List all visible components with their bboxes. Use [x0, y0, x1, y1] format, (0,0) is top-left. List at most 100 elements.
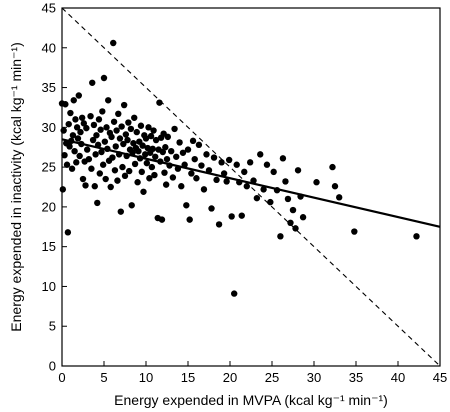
- data-point: [119, 163, 126, 171]
- data-point: [80, 120, 88, 127]
- data-point: [101, 138, 109, 145]
- data-point: [225, 156, 233, 164]
- data-point: [98, 148, 105, 156]
- x-tick-label: 25: [265, 370, 279, 385]
- y-tick-label: 25: [42, 160, 56, 175]
- data-point: [61, 151, 68, 159]
- data-point: [75, 92, 83, 99]
- data-point: [176, 139, 183, 146]
- data-point: [253, 194, 261, 202]
- data-point: [111, 167, 119, 174]
- data-point: [126, 167, 133, 175]
- data-point: [178, 183, 185, 190]
- data-point: [120, 140, 127, 148]
- data-point: [143, 159, 151, 167]
- data-point: [118, 123, 125, 130]
- data-point: [223, 178, 230, 185]
- data-point: [294, 167, 302, 174]
- data-point: [198, 162, 205, 169]
- plot-area: [58, 7, 441, 367]
- y-tick-label: 35: [42, 80, 56, 95]
- data-point: [72, 116, 79, 123]
- y-tick-label: 0: [49, 359, 56, 374]
- data-point: [125, 119, 132, 126]
- data-point: [127, 125, 135, 133]
- data-point: [156, 99, 163, 106]
- data-point: [220, 170, 228, 177]
- data-point: [113, 127, 120, 134]
- data-point: [78, 114, 86, 121]
- data-point: [208, 205, 215, 212]
- data-point: [284, 195, 292, 203]
- data-point: [99, 161, 107, 168]
- data-point: [88, 165, 95, 172]
- data-point: [200, 186, 208, 193]
- data-point: [110, 118, 118, 125]
- data-point: [267, 198, 274, 206]
- data-point: [260, 186, 267, 193]
- x-tick-label: 15: [181, 370, 195, 385]
- data-point: [146, 175, 153, 182]
- data-point: [151, 171, 158, 179]
- data-point: [238, 212, 245, 219]
- data-point: [162, 144, 169, 151]
- data-point: [74, 135, 82, 142]
- data-point: [70, 97, 77, 104]
- data-point: [241, 168, 248, 176]
- regression-line: [61, 138, 441, 228]
- data-point: [64, 229, 72, 236]
- y-tick-label: 20: [42, 199, 56, 214]
- data-point: [99, 108, 106, 115]
- data-point: [76, 152, 83, 160]
- data-point: [169, 174, 177, 181]
- data-point: [329, 163, 336, 171]
- data-point: [162, 181, 170, 188]
- data-point: [289, 206, 297, 214]
- data-point: [141, 151, 149, 158]
- data-point: [66, 143, 73, 150]
- data-point: [115, 110, 122, 118]
- data-point: [139, 142, 146, 149]
- data-point: [85, 155, 93, 163]
- data-point: [331, 183, 339, 190]
- data-points-layer: [58, 39, 420, 297]
- data-point: [292, 225, 299, 232]
- data-point: [189, 137, 197, 145]
- data-point: [171, 125, 178, 133]
- data-point: [313, 179, 320, 186]
- data-point: [279, 155, 287, 162]
- data-point: [120, 101, 128, 109]
- x-tick-label: 0: [58, 370, 65, 385]
- data-point: [173, 153, 180, 160]
- data-point: [73, 159, 80, 166]
- data-point: [68, 165, 76, 172]
- x-axis-label: Energy expended in MVPA (kcal kg⁻¹ min⁻¹…: [114, 392, 388, 408]
- data-point: [135, 148, 142, 155]
- data-point: [131, 114, 138, 121]
- data-point: [195, 141, 203, 149]
- data-point: [77, 128, 84, 136]
- y-tick-label: 5: [49, 319, 56, 334]
- data-point: [186, 216, 193, 223]
- data-point: [231, 290, 238, 297]
- data-point: [116, 135, 124, 142]
- data-point: [96, 170, 104, 177]
- y-axis-label: Energy expended in inactivity (kcal kg⁻¹…: [8, 42, 24, 331]
- data-point: [103, 124, 110, 131]
- data-point: [117, 208, 125, 215]
- x-tick-label: 10: [139, 370, 153, 385]
- data-point: [257, 151, 264, 158]
- data-point: [233, 161, 240, 168]
- data-point: [203, 151, 210, 158]
- data-point: [299, 214, 307, 221]
- data-point: [84, 146, 91, 153]
- x-tick-label: 35: [349, 370, 363, 385]
- data-point: [121, 172, 129, 180]
- data-point: [263, 161, 271, 168]
- data-point: [109, 154, 116, 161]
- data-point: [243, 183, 250, 190]
- data-point: [228, 213, 235, 220]
- data-point: [213, 176, 220, 184]
- data-point: [67, 109, 74, 117]
- data-point: [128, 202, 135, 209]
